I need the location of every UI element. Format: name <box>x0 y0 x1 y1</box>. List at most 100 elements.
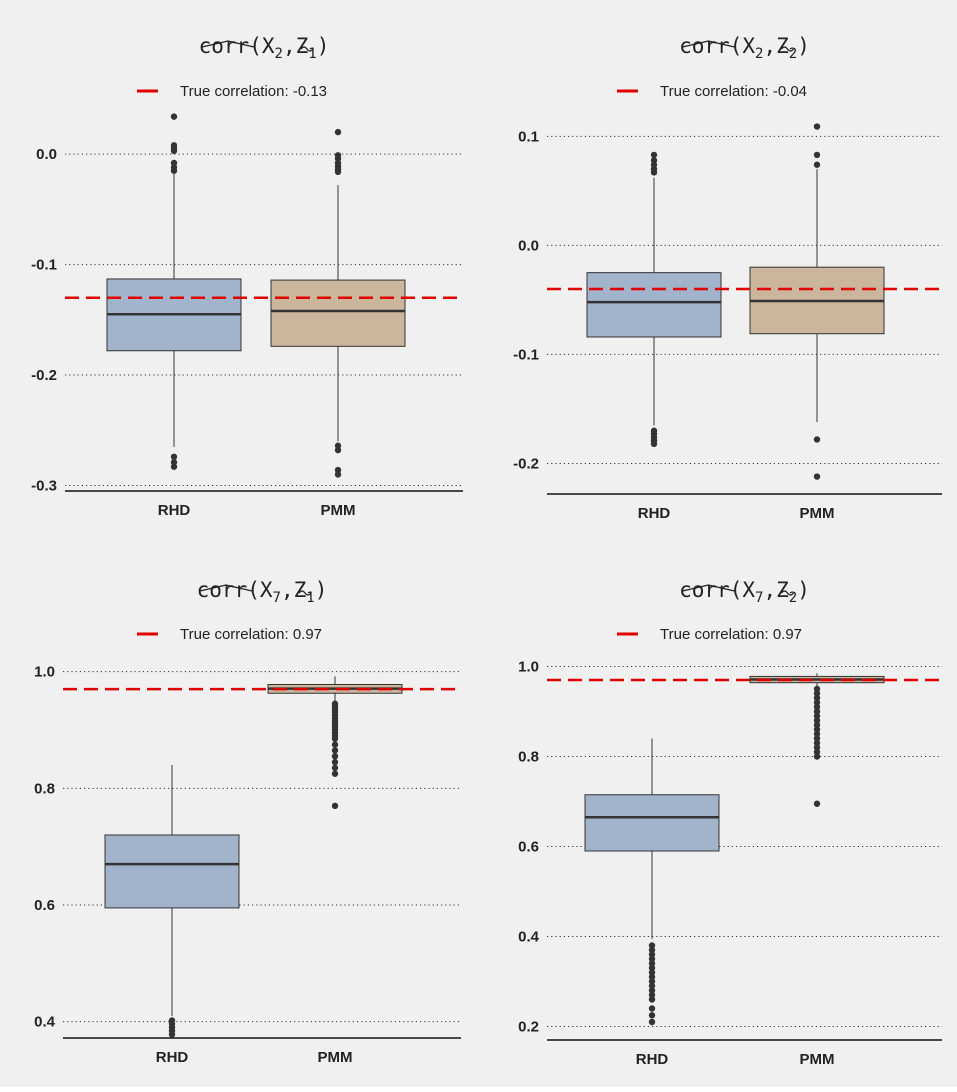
chart-title: corr(X2,Z2) <box>679 34 810 62</box>
box-rhd <box>106 113 242 470</box>
chart-panel-3: corr(X7,Z1) True correlation: 0.97 1.0 0.8 0… <box>34 578 461 1066</box>
y-tick-label: 0.0 <box>36 146 57 163</box>
y-tick-label: 1.0 <box>518 659 539 676</box>
x-tick-label: RHD <box>156 1049 189 1066</box>
outlier-point <box>650 151 658 159</box>
y-tick-label: 0.4 <box>34 1014 56 1031</box>
x-tick-label: PMM <box>800 1051 835 1068</box>
outlier-point <box>813 721 821 729</box>
tilde-accent <box>781 590 794 596</box>
outlier-point <box>170 147 178 155</box>
outlier-point <box>813 748 821 756</box>
box-rhd <box>104 765 240 1038</box>
outlier-point <box>813 739 821 747</box>
tilde-accent <box>781 46 794 52</box>
x-tick-label: RHD <box>158 502 191 519</box>
box-pmm <box>749 673 885 807</box>
y-tick-label: 0.8 <box>34 780 55 797</box>
outlier-point <box>813 726 821 733</box>
outlier-point <box>648 996 656 1003</box>
outlier-point <box>648 955 656 963</box>
outlier-point <box>648 987 656 994</box>
box-pmm <box>270 128 406 478</box>
outlier-point <box>650 169 658 176</box>
outlier-point <box>648 973 656 981</box>
y-tick-label: 0.4 <box>518 929 540 946</box>
y-tick-label: 0.6 <box>518 839 539 856</box>
tilde-accent <box>298 590 312 596</box>
hat-accent <box>201 40 255 48</box>
outlier-point <box>334 442 342 449</box>
outlier-point <box>813 685 821 693</box>
outlier-point <box>331 753 339 760</box>
y-tick-label: 0.2 <box>518 1019 539 1036</box>
outlier-point <box>813 161 821 168</box>
chart-panel-1: corr(X2,Z1) True correlation: -0.13 0.0 -0.… <box>31 34 463 519</box>
outlier-point <box>334 471 342 478</box>
outlier-point <box>813 699 821 706</box>
outlier-point <box>648 982 656 990</box>
outlier-point <box>334 128 342 136</box>
legend-label: True correlation: 0.97 <box>180 626 322 643</box>
hat-accent <box>682 40 735 48</box>
outlier-point <box>648 1012 656 1019</box>
outlier-point <box>648 942 656 949</box>
outlier-point <box>334 446 342 454</box>
y-tick-label: 1.0 <box>34 664 55 681</box>
outlier-point <box>331 770 339 777</box>
outlier-point <box>648 969 656 976</box>
outlier-point <box>170 167 178 174</box>
chart-panel-2: corr(X2,Z2) True correlation: -0.04 0.1 0.0… <box>513 34 942 522</box>
outlier-point <box>170 459 178 466</box>
outlier-point <box>334 155 342 162</box>
outlier-point <box>813 800 821 807</box>
chart-title: corr(X7,Z1) <box>197 578 328 606</box>
hat-accent <box>682 584 735 592</box>
outlier-point <box>813 744 821 751</box>
outlier-point <box>813 694 821 702</box>
outlier-point <box>813 708 821 715</box>
outlier-point <box>650 440 658 448</box>
outlier-point <box>813 753 821 760</box>
box-rhd <box>584 738 720 1026</box>
chart-title: corr(X2,Z1) <box>199 34 330 62</box>
x-tick-label: RHD <box>636 1051 669 1068</box>
box-rhd <box>586 151 722 448</box>
outlier-point <box>331 741 339 748</box>
box-iqr <box>104 834 240 909</box>
outlier-point <box>168 1031 176 1038</box>
outlier-point <box>648 1005 656 1012</box>
chart-title: corr(X7,Z2) <box>679 578 810 606</box>
box-iqr <box>584 794 720 852</box>
outlier-point <box>648 978 656 985</box>
chart-panel-4: corr(X7,Z2) True correlation: 0.97 1.0 0.8 0… <box>518 578 942 1068</box>
outlier-point <box>813 712 821 720</box>
box-iqr <box>586 272 722 338</box>
x-tick-label: PMM <box>318 1049 353 1066</box>
outlier-point <box>648 1018 656 1026</box>
outlier-point <box>813 151 821 159</box>
x-tick-label: RHD <box>638 505 671 522</box>
outlier-point <box>648 991 656 999</box>
outlier-point <box>813 123 821 130</box>
outlier-point <box>170 463 178 470</box>
outlier-point <box>170 453 178 460</box>
hat-accent <box>199 584 253 592</box>
outlier-point <box>648 946 656 954</box>
outlier-point <box>331 802 339 810</box>
outlier-point <box>648 951 656 958</box>
outlier-point <box>648 960 656 967</box>
outlier-point <box>331 764 339 772</box>
box-pmm <box>267 676 403 810</box>
y-tick-label: -0.3 <box>31 477 57 494</box>
box-pmm <box>749 123 885 480</box>
x-tick-label: PMM <box>800 505 835 522</box>
y-tick-label: -0.1 <box>513 346 539 363</box>
legend-label: True correlation: -0.04 <box>660 83 807 100</box>
outlier-point <box>813 735 821 742</box>
outlier-point <box>813 690 821 697</box>
y-tick-label: 0.0 <box>518 237 539 254</box>
box-iqr <box>270 279 406 347</box>
